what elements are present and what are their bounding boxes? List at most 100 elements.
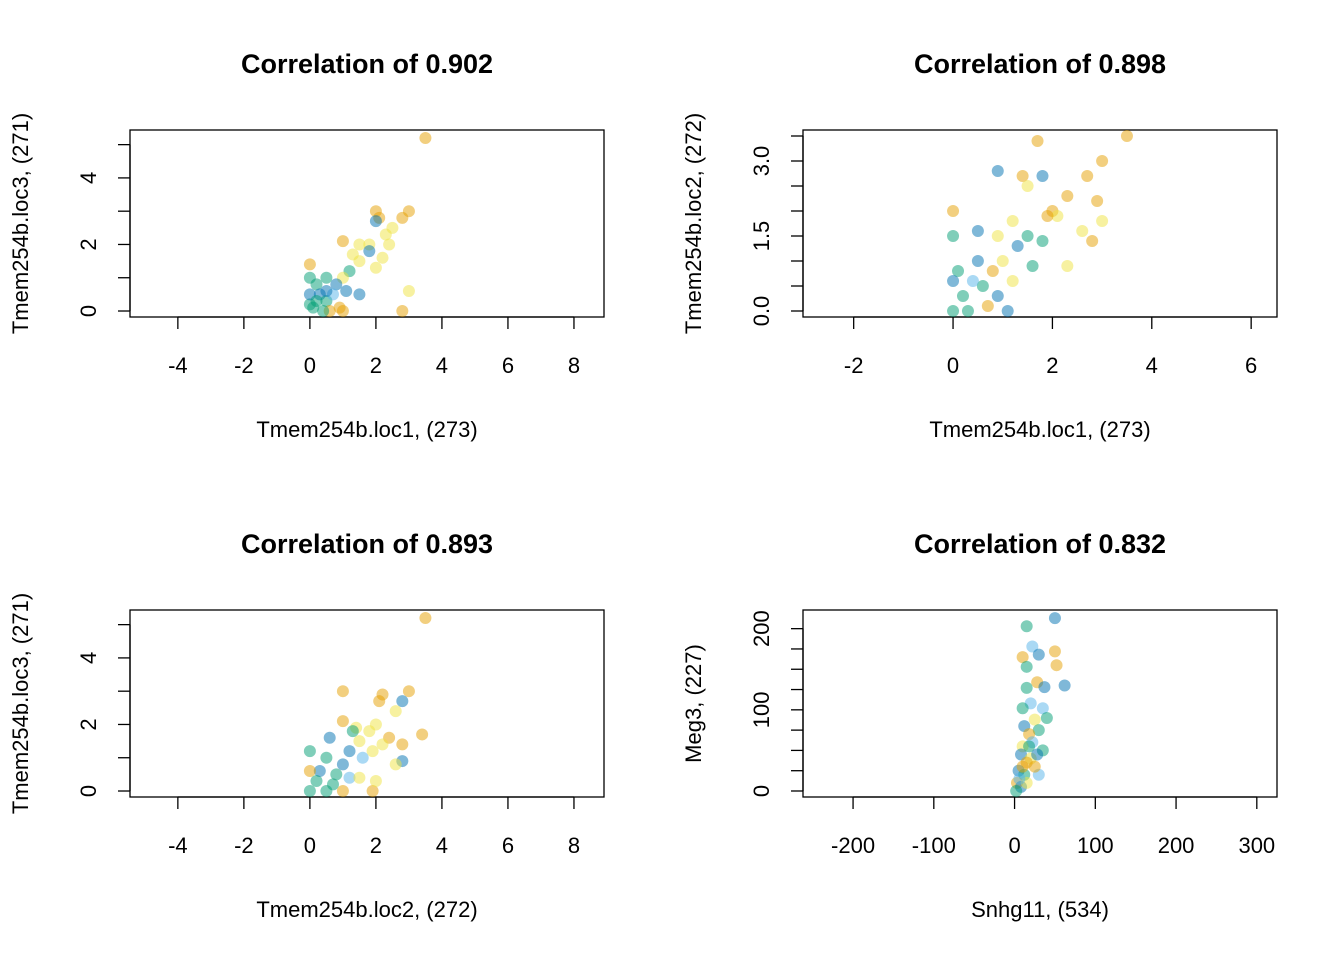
point — [416, 728, 429, 741]
x-tick-label: 2 — [370, 833, 382, 858]
point — [346, 248, 359, 261]
chart-title: Correlation of 0.893 — [241, 529, 493, 559]
point — [310, 278, 323, 291]
point — [313, 765, 326, 778]
point — [310, 775, 323, 788]
point — [947, 305, 960, 317]
x-tick-label: 6 — [502, 353, 514, 378]
y-tick-label: 0 — [749, 785, 774, 797]
point — [323, 731, 336, 744]
y-axis-label: Tmem254b.loc3, (271) — [8, 593, 33, 814]
point — [1091, 195, 1104, 207]
point — [343, 745, 356, 758]
point — [1020, 620, 1033, 633]
point — [1028, 713, 1041, 726]
point — [971, 255, 984, 267]
point — [336, 785, 349, 798]
point — [396, 738, 409, 751]
point — [396, 305, 409, 318]
point — [419, 131, 432, 144]
y-tick-label: 0.0 — [749, 296, 774, 327]
y-tick-label: 2 — [76, 238, 101, 250]
x-axis-label: Snhg11, (534) — [971, 897, 1109, 922]
point — [1016, 170, 1029, 182]
point — [1031, 748, 1044, 761]
point — [419, 611, 432, 624]
point — [330, 768, 343, 781]
y-tick-label: 1.5 — [749, 221, 774, 252]
point — [1096, 155, 1109, 167]
x-tick-label: 0 — [1008, 833, 1020, 858]
point — [991, 230, 1004, 242]
y-tick-label: 4 — [76, 172, 101, 184]
point — [1086, 235, 1099, 247]
x-tick-label: 4 — [436, 833, 448, 858]
point — [1048, 645, 1061, 658]
x-tick-label: 0 — [947, 353, 959, 378]
point — [369, 775, 382, 788]
point — [1006, 215, 1019, 227]
chart-title: Correlation of 0.902 — [241, 49, 493, 79]
point — [1026, 260, 1039, 272]
plot-frame — [802, 129, 1278, 318]
point — [996, 255, 1009, 267]
point — [336, 235, 349, 248]
point — [1040, 711, 1053, 724]
y-tick-label: 0 — [76, 785, 101, 797]
point — [991, 165, 1004, 177]
x-tick-label: -4 — [168, 833, 188, 858]
point — [1011, 240, 1024, 252]
point — [346, 725, 359, 738]
point — [1058, 679, 1071, 692]
point — [310, 295, 323, 308]
x-tick-label: -200 — [831, 833, 875, 858]
point — [966, 275, 979, 287]
point — [956, 290, 969, 302]
x-tick-label: -100 — [912, 833, 956, 858]
x-tick-label: 0 — [304, 833, 316, 858]
x-axis-label: Tmem254b.loc1, (273) — [256, 417, 477, 442]
point — [1028, 760, 1041, 773]
point — [303, 258, 316, 271]
x-tick-label: 6 — [502, 833, 514, 858]
point — [1061, 260, 1074, 272]
x-tick-label: 8 — [568, 353, 580, 378]
point — [320, 271, 333, 284]
point — [336, 685, 349, 698]
point — [389, 705, 402, 718]
point — [1020, 681, 1033, 694]
y-tick-label: 100 — [749, 691, 774, 728]
point — [1001, 305, 1014, 317]
point — [383, 238, 396, 251]
point — [947, 205, 960, 217]
point — [366, 785, 379, 798]
y-tick-label: 3.0 — [749, 146, 774, 177]
point — [320, 285, 333, 298]
point — [330, 278, 343, 291]
y-axis-label: Tmem254b.loc3, (271) — [8, 113, 33, 334]
point — [1048, 612, 1061, 625]
x-tick-label: -2 — [844, 353, 864, 378]
chart-title: Correlation of 0.832 — [914, 529, 1166, 559]
point — [386, 221, 399, 234]
point — [971, 225, 984, 237]
point — [376, 738, 389, 751]
point — [1050, 659, 1063, 672]
point — [1096, 215, 1109, 227]
point — [1041, 210, 1054, 222]
point — [353, 735, 366, 748]
plot-frame — [129, 609, 605, 798]
point — [961, 305, 974, 317]
point — [366, 745, 379, 758]
point — [1026, 640, 1039, 653]
point — [363, 725, 376, 738]
point — [389, 758, 402, 771]
point — [1021, 230, 1034, 242]
point — [947, 275, 960, 287]
point — [1032, 648, 1045, 661]
x-tick-label: 300 — [1238, 833, 1275, 858]
x-axis-label: Tmem254b.loc2, (272) — [256, 897, 477, 922]
x-tick-label: 4 — [436, 353, 448, 378]
point — [986, 265, 999, 277]
